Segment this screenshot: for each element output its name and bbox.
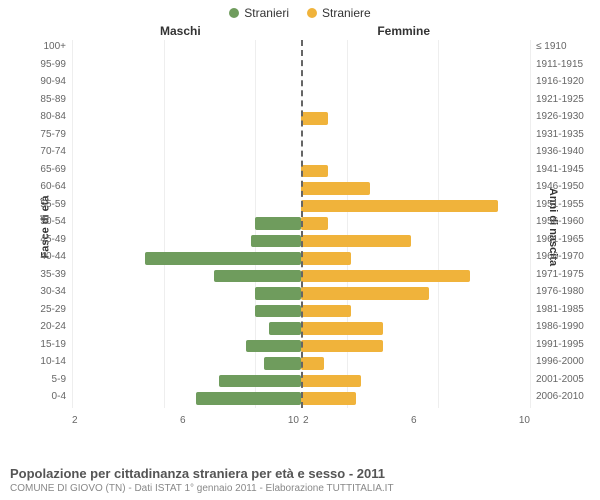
age-label: 40-44 xyxy=(40,251,66,262)
age-label: 30-34 xyxy=(40,286,66,297)
birth-label: 1921-1925 xyxy=(536,94,584,105)
birth-label: 2001-2005 xyxy=(536,374,584,385)
caption-subtitle: COMUNE DI GIOVO (TN) - Dati ISTAT 1° gen… xyxy=(10,483,590,494)
male-bar xyxy=(255,305,301,318)
age-label: 15-19 xyxy=(40,339,66,350)
female-bar xyxy=(301,340,383,353)
birth-label: ≤ 1910 xyxy=(536,41,567,52)
age-label: 45-49 xyxy=(40,234,66,245)
birth-label: 1911-1915 xyxy=(536,59,583,70)
birth-label: 1926-1930 xyxy=(536,111,584,122)
female-bar xyxy=(301,357,324,370)
female-bar xyxy=(301,182,370,195)
plot-area: 100+≤ 191095-991911-191590-941916-192085… xyxy=(72,40,530,408)
birth-label: 1966-1970 xyxy=(536,251,584,262)
age-label: 5-9 xyxy=(52,374,66,385)
female-bar xyxy=(301,270,470,283)
male-bar xyxy=(264,357,301,370)
male-bar xyxy=(214,270,301,283)
female-bar xyxy=(301,375,361,388)
x-tick: 10 xyxy=(288,415,299,426)
x-tick: 6 xyxy=(180,415,186,426)
birth-label: 1941-1945 xyxy=(536,164,584,175)
age-label: 0-4 xyxy=(52,391,66,402)
female-bar xyxy=(301,112,328,125)
gridline xyxy=(530,40,531,408)
birth-label: 1996-2000 xyxy=(536,356,584,367)
age-label: 25-29 xyxy=(40,304,66,315)
legend-label-female: Straniere xyxy=(322,6,371,20)
age-label: 50-54 xyxy=(40,216,66,227)
chart-caption: Popolazione per cittadinanza straniera p… xyxy=(10,466,590,494)
birth-label: 1961-1965 xyxy=(536,234,584,245)
female-bar xyxy=(301,392,356,405)
legend-label-male: Stranieri xyxy=(244,6,289,20)
male-bar xyxy=(196,392,301,405)
birth-label: 1986-1990 xyxy=(536,321,584,332)
female-bar xyxy=(301,217,328,230)
birth-label: 1976-1980 xyxy=(536,286,584,297)
birth-label: 1981-1985 xyxy=(536,304,584,315)
pyramid-chart: Maschi Femmine Fasce di età Anni di nasc… xyxy=(10,22,590,432)
legend-dot-male xyxy=(229,8,239,18)
female-bar xyxy=(301,305,351,318)
x-tick: 6 xyxy=(411,415,417,426)
birth-label: 1971-1975 xyxy=(536,269,584,280)
x-tick: 2 xyxy=(72,415,78,426)
male-bar xyxy=(251,235,301,248)
male-bar xyxy=(255,287,301,300)
birth-label: 2006-2010 xyxy=(536,391,584,402)
male-bar xyxy=(246,340,301,353)
birth-label: 1916-1920 xyxy=(536,76,584,87)
birth-label: 1936-1940 xyxy=(536,146,584,157)
birth-label: 1991-1995 xyxy=(536,339,584,350)
birth-label: 1946-1950 xyxy=(536,181,584,192)
age-label: 10-14 xyxy=(40,356,66,367)
birth-label: 1951-1955 xyxy=(536,199,584,210)
female-bar xyxy=(301,287,429,300)
female-bar xyxy=(301,165,328,178)
age-label: 20-24 xyxy=(40,321,66,332)
center-divider xyxy=(301,40,303,408)
age-label: 70-74 xyxy=(40,146,66,157)
female-bar xyxy=(301,235,411,248)
legend-item-male: Stranieri xyxy=(229,6,289,20)
age-label: 100+ xyxy=(43,41,66,52)
male-bar xyxy=(255,217,301,230)
caption-title: Popolazione per cittadinanza straniera p… xyxy=(10,466,590,481)
x-axis: 10 6 2 2 6 10 xyxy=(72,415,530,426)
x-tick: 2 xyxy=(303,415,309,426)
birth-label: 1956-1960 xyxy=(536,216,584,227)
birth-label: 1931-1935 xyxy=(536,129,584,140)
age-label: 90-94 xyxy=(40,76,66,87)
x-tick: 10 xyxy=(519,415,530,426)
legend: Stranieri Straniere xyxy=(0,0,600,22)
male-bar xyxy=(219,375,301,388)
legend-item-female: Straniere xyxy=(307,6,371,20)
age-label: 85-89 xyxy=(40,94,66,105)
age-label: 95-99 xyxy=(40,59,66,70)
female-bar xyxy=(301,200,498,213)
age-label: 60-64 xyxy=(40,181,66,192)
female-bar xyxy=(301,322,383,335)
male-bar xyxy=(145,252,301,265)
female-column-title: Femmine xyxy=(377,24,430,38)
age-label: 65-69 xyxy=(40,164,66,175)
age-label: 35-39 xyxy=(40,269,66,280)
legend-dot-female xyxy=(307,8,317,18)
age-label: 80-84 xyxy=(40,111,66,122)
male-bar xyxy=(269,322,301,335)
female-bar xyxy=(301,252,351,265)
male-column-title: Maschi xyxy=(160,24,201,38)
age-label: 75-79 xyxy=(40,129,66,140)
age-label: 55-59 xyxy=(40,199,66,210)
